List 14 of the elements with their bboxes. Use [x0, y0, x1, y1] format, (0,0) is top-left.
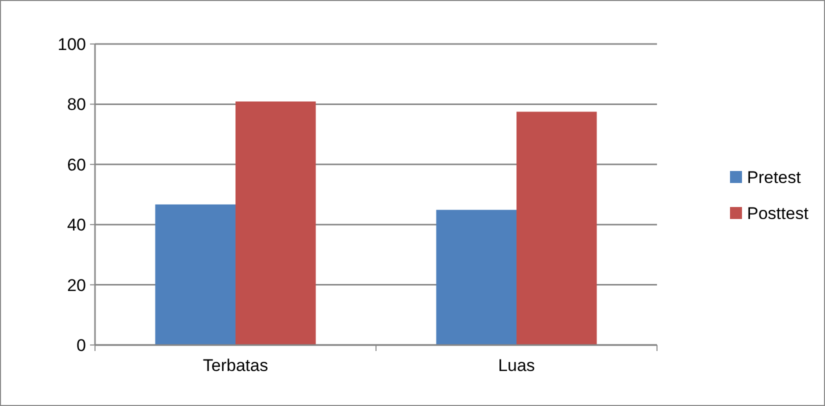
y-tick-label: 20 — [67, 276, 86, 295]
bar — [155, 204, 236, 345]
bar — [236, 101, 316, 345]
x-tick-label: Luas — [498, 356, 535, 375]
y-tick-label: 40 — [67, 216, 86, 235]
y-tick-label: 80 — [67, 95, 86, 114]
bar — [436, 210, 516, 345]
legend-label: Posttest — [747, 204, 809, 223]
bar — [516, 112, 597, 345]
y-tick-label: 60 — [67, 155, 86, 174]
y-tick-label: 100 — [58, 34, 86, 54]
x-tick-label: Terbatas — [202, 356, 268, 375]
legend-label: Pretest — [747, 168, 802, 187]
y-tick-label: 0 — [76, 336, 86, 355]
